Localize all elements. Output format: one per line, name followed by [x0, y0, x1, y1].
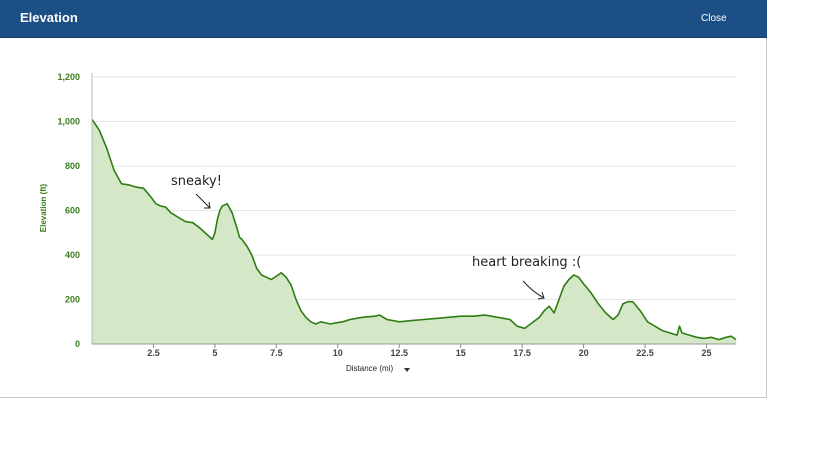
elevation-dialog: Elevation Close 0 200 400 600 800 1,000 1,200 … [0, 0, 767, 398]
x-tick-label: 2.5 [147, 348, 160, 358]
chevron-down-icon [404, 368, 410, 372]
x-tick-label: 20 [579, 348, 589, 358]
x-tick-label: 22.5 [636, 348, 654, 358]
dialog-header: Elevation Close [0, 0, 767, 38]
y-tick-label: 0 [75, 339, 80, 349]
annotations: sneaky! heart breaking :( [171, 174, 581, 300]
x-tick-label: 25 [701, 348, 711, 358]
y-tick-label: 600 [65, 206, 80, 216]
x-tick-label: 12.5 [390, 348, 408, 358]
x-axis-selector[interactable]: Distance (mi) [346, 364, 410, 373]
elevation-line [91, 118, 737, 341]
annotation-sneaky: sneaky! [171, 174, 222, 189]
annotation-heart-breaking: heart breaking :( [472, 255, 581, 270]
y-tick-label: 800 [65, 161, 80, 171]
x-axis-label: Distance (mi) [346, 364, 393, 373]
elevation-area [92, 119, 736, 344]
close-button[interactable]: Close [701, 13, 727, 24]
y-tick-label: 1,200 [57, 72, 80, 82]
x-tick-label: 17.5 [513, 348, 531, 358]
annotation-arrowhead-heart-breaking [537, 291, 545, 300]
x-tick-labels: 2.5 5 7.5 10 12.5 15 17.5 20 22.5 25 [147, 348, 711, 358]
axes [91, 73, 736, 348]
x-tick-label: 5 [212, 348, 217, 358]
y-axis-label: Elevation (ft) [39, 183, 48, 232]
area-layer [91, 118, 737, 344]
x-tick-label: 15 [456, 348, 466, 358]
x-tick-label: 10 [333, 348, 343, 358]
x-tick-label: 7.5 [270, 348, 283, 358]
annotation-arrow-heart-breaking [522, 280, 545, 299]
y-tick-label: 200 [65, 295, 80, 305]
y-tick-label: 1,000 [57, 117, 80, 127]
annotation-arrowhead-sneaky [204, 201, 211, 209]
elevation-chart: 0 200 400 600 800 1,000 1,200 2.5 5 7.5 10 12.5 15 1… [39, 72, 737, 373]
y-tick-label: 400 [65, 250, 80, 260]
annotation-arrow-sneaky [195, 193, 211, 209]
dialog-title: Elevation [20, 10, 78, 25]
y-tick-labels: 0 200 400 600 800 1,000 1,200 [57, 72, 80, 349]
